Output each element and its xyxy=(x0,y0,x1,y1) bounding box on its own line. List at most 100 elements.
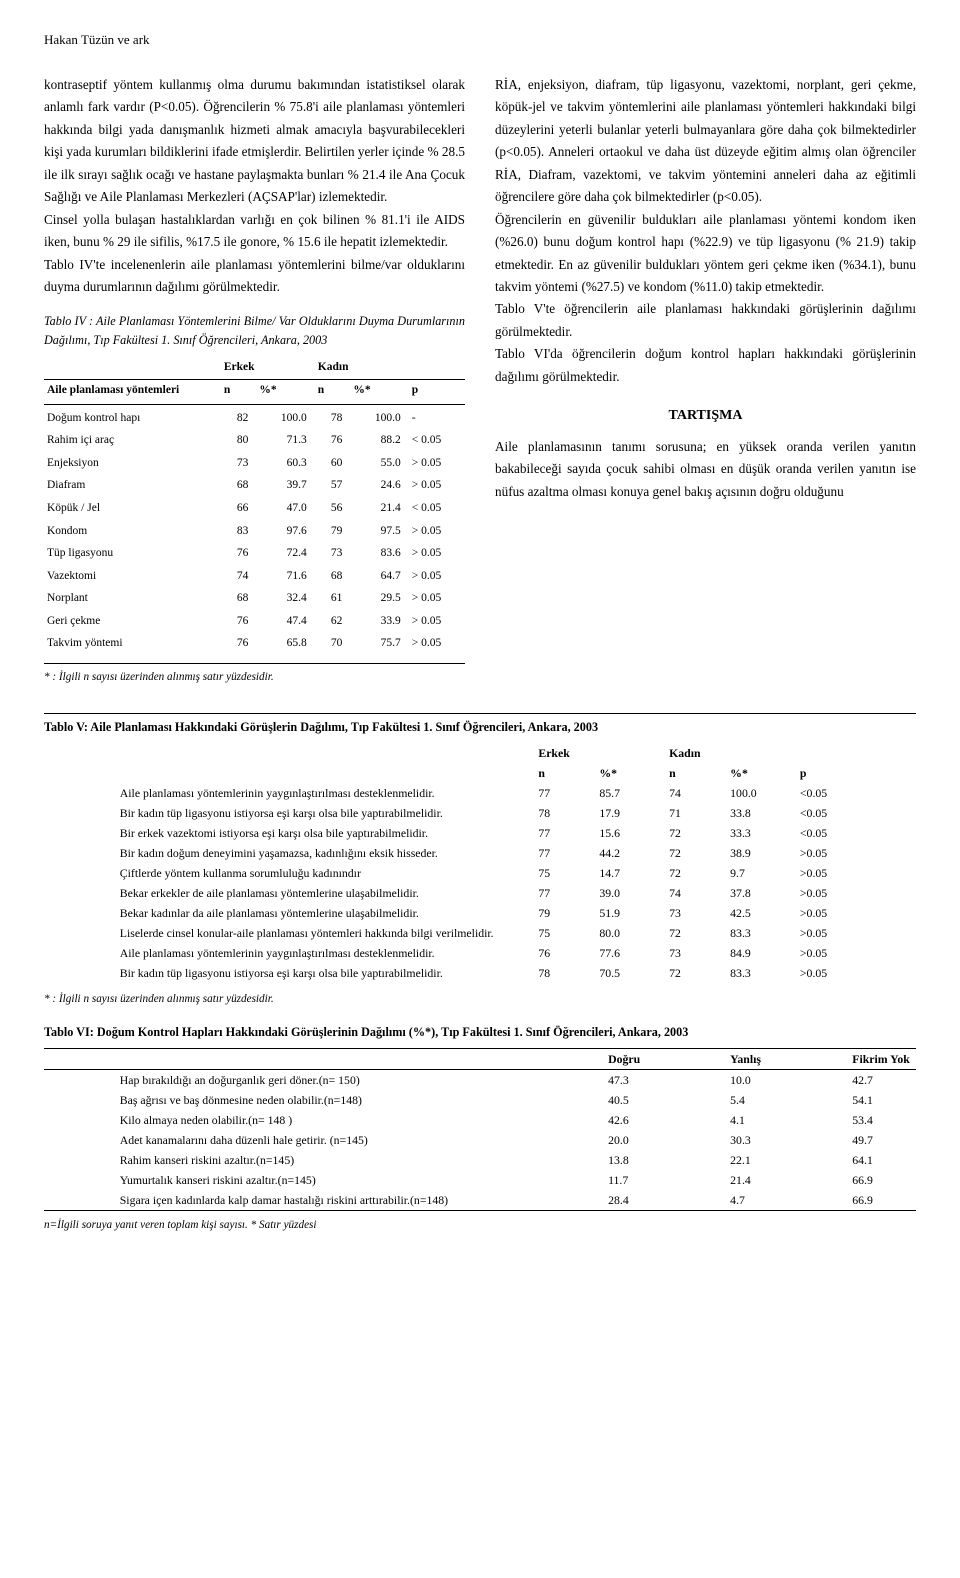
table-row: Hap bırakıldığı an doğurganlık geri döne… xyxy=(44,1070,916,1091)
table-cell: 33.9 xyxy=(350,610,408,633)
table6-col1: Doğru xyxy=(602,1049,724,1070)
table-cell: Takvim yöntemi xyxy=(44,633,221,656)
table-row: Tüp ligasyonu7672.47383.6> 0.05 xyxy=(44,543,465,566)
table-cell: < 0.05 xyxy=(409,430,465,453)
table6-col0 xyxy=(114,1049,602,1070)
table-cell: 76 xyxy=(221,610,257,633)
table-cell: > 0.05 xyxy=(409,633,465,656)
table-cell: 40.5 xyxy=(602,1090,724,1110)
table-cell: 24.6 xyxy=(350,475,408,498)
table-cell: 33.8 xyxy=(724,803,794,823)
table6: Doğru Yanlış Fikrim Yok Hap bırakıldığı … xyxy=(44,1048,916,1211)
right-p2: Öğrencilerin en güvenilir buldukları ail… xyxy=(495,209,916,299)
table-cell: 5.4 xyxy=(724,1090,846,1110)
table-cell: 51.9 xyxy=(593,903,663,923)
table-cell: Geri çekme xyxy=(44,610,221,633)
table-cell: 32.4 xyxy=(256,588,314,611)
table-cell: 15.6 xyxy=(593,823,663,843)
table-cell: 74 xyxy=(221,565,257,588)
table-cell: 37.8 xyxy=(724,883,794,903)
table6-col2: Yanlış xyxy=(724,1049,846,1070)
table-row: Bekar kadınlar da aile planlaması yöntem… xyxy=(44,903,916,923)
table-cell: 60 xyxy=(315,452,351,475)
table-cell: 13.8 xyxy=(602,1150,724,1170)
table-cell: > 0.05 xyxy=(409,543,465,566)
table-cell: 39.0 xyxy=(593,883,663,903)
table-row: Geri çekme7647.46233.9> 0.05 xyxy=(44,610,465,633)
table4-col4: %* xyxy=(350,379,408,404)
table-cell: 70 xyxy=(315,633,351,656)
table-cell: 77 xyxy=(532,783,593,803)
table-row: Kilo almaya neden olabilir.(n= 148 )42.6… xyxy=(44,1110,916,1130)
table-cell: Tüp ligasyonu xyxy=(44,543,221,566)
table-cell: Kilo almaya neden olabilir.(n= 148 ) xyxy=(114,1110,602,1130)
table-cell: Baş ağrısı ve baş dönmesine neden olabil… xyxy=(114,1090,602,1110)
left-p2: Cinsel yolla bulaşan hastalıklardan varl… xyxy=(44,209,465,254)
table-cell: 55.0 xyxy=(350,452,408,475)
table-cell: 68 xyxy=(221,475,257,498)
table-cell: 76 xyxy=(315,430,351,453)
table-cell: 22.1 xyxy=(724,1150,846,1170)
table4-group-kadin: Kadın xyxy=(315,356,409,379)
table-cell: 74 xyxy=(663,783,724,803)
table-cell: 71 xyxy=(663,803,724,823)
table-cell: 80.0 xyxy=(593,923,663,943)
table-cell: >0.05 xyxy=(794,863,855,883)
table-row: Bir kadın tüp ligasyonu istiyorsa eşi ka… xyxy=(44,803,916,823)
table-cell: 39.7 xyxy=(256,475,314,498)
table-cell: 72.4 xyxy=(256,543,314,566)
table-cell: 49.7 xyxy=(846,1130,916,1150)
table-cell: 82 xyxy=(221,404,257,430)
table-cell: 71.3 xyxy=(256,430,314,453)
table-cell: > 0.05 xyxy=(409,520,465,543)
table-cell: 21.4 xyxy=(724,1170,846,1190)
table-cell: >0.05 xyxy=(794,843,855,863)
table-cell: Bir erkek vazektomi istiyorsa eşi karşı … xyxy=(114,823,533,843)
table-cell: 78 xyxy=(315,404,351,430)
table5-footnote: * : İlgili n sayısı üzerinden alınmış sa… xyxy=(44,993,916,1005)
table-cell: 97.6 xyxy=(256,520,314,543)
table-cell: 4.7 xyxy=(724,1190,846,1211)
table4-col1: n xyxy=(221,379,257,404)
table-cell: 74 xyxy=(663,883,724,903)
left-column: kontraseptif yöntem kullanmış olma durum… xyxy=(44,74,465,687)
table-cell: 28.4 xyxy=(602,1190,724,1211)
table-cell: 10.0 xyxy=(724,1070,846,1091)
table-cell: 30.3 xyxy=(724,1130,846,1150)
table5-col1: n xyxy=(532,763,593,783)
table-cell: 85.7 xyxy=(593,783,663,803)
table5-block: Tablo V: Aile Planlaması Hakkındaki Görü… xyxy=(44,713,916,1005)
table-cell: 76 xyxy=(532,943,593,963)
table4-footnote: * : İlgili n sayısı üzerinden alınmış sa… xyxy=(44,668,465,687)
table-cell: 83 xyxy=(221,520,257,543)
table-cell: 100.0 xyxy=(350,404,408,430)
table-cell: 76 xyxy=(221,543,257,566)
table-row: Adet kanamalarını daha düzenli hale geti… xyxy=(44,1130,916,1150)
table-row: Yumurtalık kanseri riskini azaltır.(n=14… xyxy=(44,1170,916,1190)
table-cell: 60.3 xyxy=(256,452,314,475)
table6-title: Tablo VI: Doğum Kontrol Hapları Hakkında… xyxy=(44,1023,916,1042)
right-p4: Tablo VI'da öğrencilerin doğum kontrol h… xyxy=(495,343,916,388)
table-cell: Aile planlaması yöntemlerinin yaygınlaşt… xyxy=(114,783,533,803)
table-cell: Köpük / Jel xyxy=(44,497,221,520)
table6-col3: Fikrim Yok xyxy=(846,1049,916,1070)
table-cell: 75 xyxy=(532,863,593,883)
table-cell: 88.2 xyxy=(350,430,408,453)
table-cell: 4.1 xyxy=(724,1110,846,1130)
table5-col5: p xyxy=(794,763,855,783)
table-cell: <0.05 xyxy=(794,783,855,803)
table-row: Çiftlerde yöntem kullanma sorumluluğu ka… xyxy=(44,863,916,883)
table-cell: > 0.05 xyxy=(409,475,465,498)
table-cell: > 0.05 xyxy=(409,452,465,475)
right-p5: Aile planlamasının tanımı sorusuna; en y… xyxy=(495,436,916,503)
table-cell: >0.05 xyxy=(794,963,855,983)
table4-col5: p xyxy=(409,379,465,404)
table-cell: 78 xyxy=(532,803,593,823)
table5-col3: n xyxy=(663,763,724,783)
table-row: Norplant6832.46129.5> 0.05 xyxy=(44,588,465,611)
table-cell: Enjeksiyon xyxy=(44,452,221,475)
table-cell: 77 xyxy=(532,843,593,863)
table-cell: Aile planlaması yöntemlerinin yaygınlaşt… xyxy=(114,943,533,963)
table-cell: > 0.05 xyxy=(409,610,465,633)
table-cell: <0.05 xyxy=(794,823,855,843)
